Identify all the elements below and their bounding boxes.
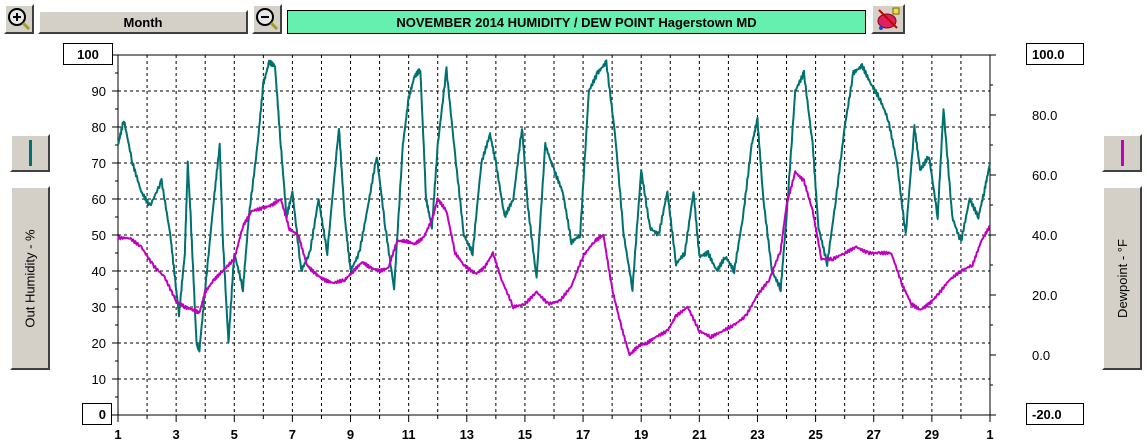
period-label: Month <box>123 14 163 30</box>
humidity-color-swatch[interactable] <box>10 134 50 172</box>
right-axis-max-box[interactable]: 100.0 <box>1026 43 1084 65</box>
y-left-tick-label: 80 <box>92 120 106 135</box>
x-tick-label: 25 <box>808 427 822 442</box>
zoom-in-button[interactable] <box>4 4 34 34</box>
y-left-tick-label: 20 <box>92 336 106 351</box>
humidity-axis-label-button[interactable]: Out Humidity - % <box>10 186 50 370</box>
y-left-tick-label: 50 <box>92 228 106 243</box>
y-right-tick-label: 60.0 <box>1032 168 1057 183</box>
x-tick-label: 29 <box>925 427 939 442</box>
y-right-tick-label: 80.0 <box>1032 108 1057 123</box>
x-tick-label: 15 <box>518 427 532 442</box>
y-left-tick-label: 60 <box>92 192 106 207</box>
color-settings-button[interactable] <box>871 4 905 34</box>
y-right-tick-label: 0.0 <box>1032 348 1050 363</box>
x-tick-label: 19 <box>634 427 648 442</box>
x-tick-label: 27 <box>866 427 880 442</box>
y-left-tick-label: 10 <box>92 372 106 387</box>
right-axis-min-box[interactable]: -20.0 <box>1026 403 1084 425</box>
dewpoint-axis-label-button[interactable]: Dewpoint - °F <box>1102 186 1142 370</box>
dewpoint-color-swatch[interactable] <box>1102 134 1142 172</box>
y-right-tick-label: 20.0 <box>1032 288 1057 303</box>
x-tick-label: 1 <box>986 427 993 442</box>
y-left-tick-label: 90 <box>92 84 106 99</box>
paint-palette-icon <box>877 7 900 30</box>
x-tick-label: 21 <box>692 427 706 442</box>
x-tick-label: 3 <box>173 427 180 442</box>
chart-grid <box>118 55 990 415</box>
y-right-tick-label: 40.0 <box>1032 228 1057 243</box>
x-tick-label: 23 <box>750 427 764 442</box>
x-tick-label: 13 <box>460 427 474 442</box>
period-select-button[interactable]: Month <box>38 10 248 34</box>
y-left-tick-label: 70 <box>92 156 106 171</box>
dewpoint-series-line <box>117 170 991 357</box>
dewpoint-swatch-line <box>1120 140 1124 166</box>
y-left-tick-label: 40 <box>92 264 106 279</box>
x-tick-label: 1 <box>114 427 121 442</box>
zoom-out-button[interactable] <box>252 4 282 34</box>
chart-title: NOVEMBER 2014 HUMIDITY / DEW POINT Hager… <box>287 10 866 34</box>
x-tick-label: 5 <box>231 427 238 442</box>
x-tick-label: 9 <box>347 427 354 442</box>
axis-ticks: 1 3 5 7 9 11 13 15 17 19 21 23 25 27 29 190807060504030… <box>92 54 1057 442</box>
zoom-in-icon <box>8 8 31 31</box>
left-axis-max-box[interactable]: 100 <box>63 43 113 65</box>
zoom-out-icon <box>256 8 279 31</box>
chart-series <box>117 59 991 357</box>
x-tick-label: 7 <box>289 427 296 442</box>
x-tick-label: 11 <box>402 427 416 442</box>
left-axis-min-box[interactable]: 0 <box>82 403 112 425</box>
humidity-swatch-line <box>28 140 32 166</box>
y-left-tick-label: 30 <box>92 300 106 315</box>
x-tick-label: 17 <box>576 427 590 442</box>
